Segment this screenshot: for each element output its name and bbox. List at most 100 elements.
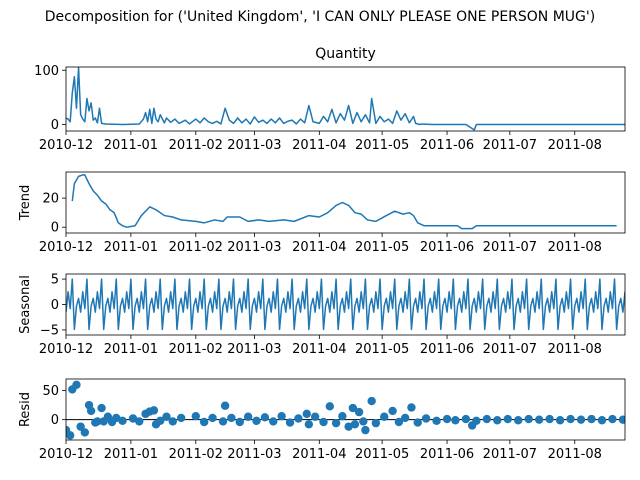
seasonal-xtick-label: 2011-06: [420, 342, 474, 357]
seasonal-ylabel: Seasonal: [18, 275, 33, 334]
observed-xtick-label: 2011-02: [169, 138, 223, 153]
resid-xtick-label: 2011-06: [420, 447, 474, 462]
observed-series-line: [66, 67, 625, 131]
resid-point: [252, 416, 261, 426]
trend-xtick-label: 2011-08: [548, 240, 602, 255]
observed-ytick-label: 0: [51, 118, 59, 133]
seasonal-xtick-label: 2011-08: [548, 342, 602, 357]
chart-suptitle: Decomposition for ('United Kingdom', 'I …: [45, 9, 595, 25]
resid-xtick-label: 2011-03: [227, 447, 281, 462]
resid-xtick-label: 2011-05: [355, 447, 409, 462]
trend-xtick-label: 2011-03: [227, 240, 281, 255]
resid-point: [72, 380, 81, 390]
resid-point: [162, 412, 171, 421]
resid-point: [199, 417, 209, 427]
resid-point: [97, 403, 106, 413]
trend-xtick-label: 2011-01: [104, 240, 158, 255]
resid-point: [310, 412, 320, 421]
resid-point: [168, 417, 177, 426]
resid-point: [93, 417, 102, 426]
resid-point: [285, 418, 295, 427]
observed-xtick-label: 2011-01: [104, 138, 158, 153]
resid-point: [545, 414, 554, 424]
resid-point: [514, 416, 523, 425]
seasonal-xtick-label: 2011-01: [104, 342, 158, 357]
panel-observed: 0 100 2010-12 2011-01 2011-02 2011-03 2011-04 2…: [34, 46, 626, 153]
resid-point: [80, 428, 90, 437]
resid-point: [66, 431, 75, 440]
observed-panel-title: Quantity: [315, 46, 376, 62]
seasonal-xtick-label: 2011-04: [292, 342, 346, 357]
resid-point: [597, 416, 607, 425]
trend-series-line: [71, 174, 617, 230]
resid-ylabel: Resid: [18, 392, 33, 427]
resid-point: [176, 413, 186, 423]
resid-xtick-label: 2011-02: [169, 447, 223, 462]
trend-ytick-label: 20: [42, 192, 59, 207]
resid-ytick-label: 0: [51, 413, 59, 428]
resid-point: [608, 414, 617, 424]
resid-point: [331, 418, 341, 428]
resid-point: [388, 406, 397, 416]
resid-xtick-label: 2011-07: [483, 447, 537, 462]
resid-xtick-label: 2011-08: [548, 447, 602, 462]
resid-point: [243, 412, 253, 421]
resid-point: [413, 418, 422, 427]
trend-axes-frame: [65, 171, 626, 234]
resid-point: [294, 414, 303, 423]
resid-point: [354, 407, 364, 417]
resid-point: [451, 416, 460, 425]
resid-point: [220, 401, 230, 410]
resid-point: [367, 396, 376, 406]
resid-point: [576, 415, 586, 424]
resid-point: [442, 414, 452, 424]
resid-point: [400, 413, 410, 423]
observed-ytick-label: 100: [34, 64, 59, 79]
resid-point: [618, 415, 625, 424]
resid-point: [76, 422, 85, 431]
resid-point: [472, 416, 481, 426]
resid-point: [269, 417, 278, 426]
trend-xtick-label: 2011-02: [169, 240, 223, 255]
resid-point: [380, 412, 389, 421]
seasonal-xtick-label: 2010-12: [39, 342, 93, 357]
seasonal-ytick-label: 5: [51, 273, 59, 288]
resid-point: [350, 420, 360, 429]
resid-xtick-label: 2010-12: [39, 447, 93, 462]
resid-plot-area: [66, 380, 625, 440]
resid-point: [361, 425, 370, 435]
resid-point: [587, 414, 596, 424]
resid-point: [359, 417, 368, 426]
resid-point: [277, 411, 286, 421]
seasonal-xtick-label: 2011-07: [483, 342, 537, 357]
seasonal-series-line: [66, 278, 625, 331]
seasonal-ytick-label: −5: [40, 323, 59, 338]
seasonal-xtick-label: 2011-03: [227, 342, 281, 357]
observed-xtick-label: 2011-03: [227, 138, 281, 153]
resid-point: [338, 411, 347, 421]
resid-point: [493, 416, 502, 425]
resid-point: [135, 417, 144, 426]
trend-xtick-label: 2011-06: [420, 240, 474, 255]
resid-point: [218, 417, 228, 426]
observed-xtick-label: 2011-05: [355, 138, 409, 153]
resid-point: [86, 406, 96, 416]
resid-point: [149, 406, 159, 415]
resid-point: [156, 416, 165, 426]
observed-xtick-label: 2010-12: [39, 138, 93, 153]
observed-xtick-label: 2011-06: [420, 138, 474, 153]
resid-point: [524, 414, 533, 424]
resid-point: [482, 414, 492, 424]
resid-xtick-label: 2011-01: [104, 447, 158, 462]
resid-point: [555, 416, 565, 425]
resid-point: [348, 403, 358, 413]
resid-point: [260, 413, 270, 422]
resid-point: [128, 414, 138, 423]
trend-xtick-label: 2010-12: [39, 240, 93, 255]
resid-point: [566, 414, 575, 424]
trend-ylabel: Trend: [18, 185, 33, 222]
resid-point: [407, 403, 416, 412]
resid-ytick-label: 50: [42, 384, 59, 399]
resid-axes-frame: [65, 378, 626, 441]
